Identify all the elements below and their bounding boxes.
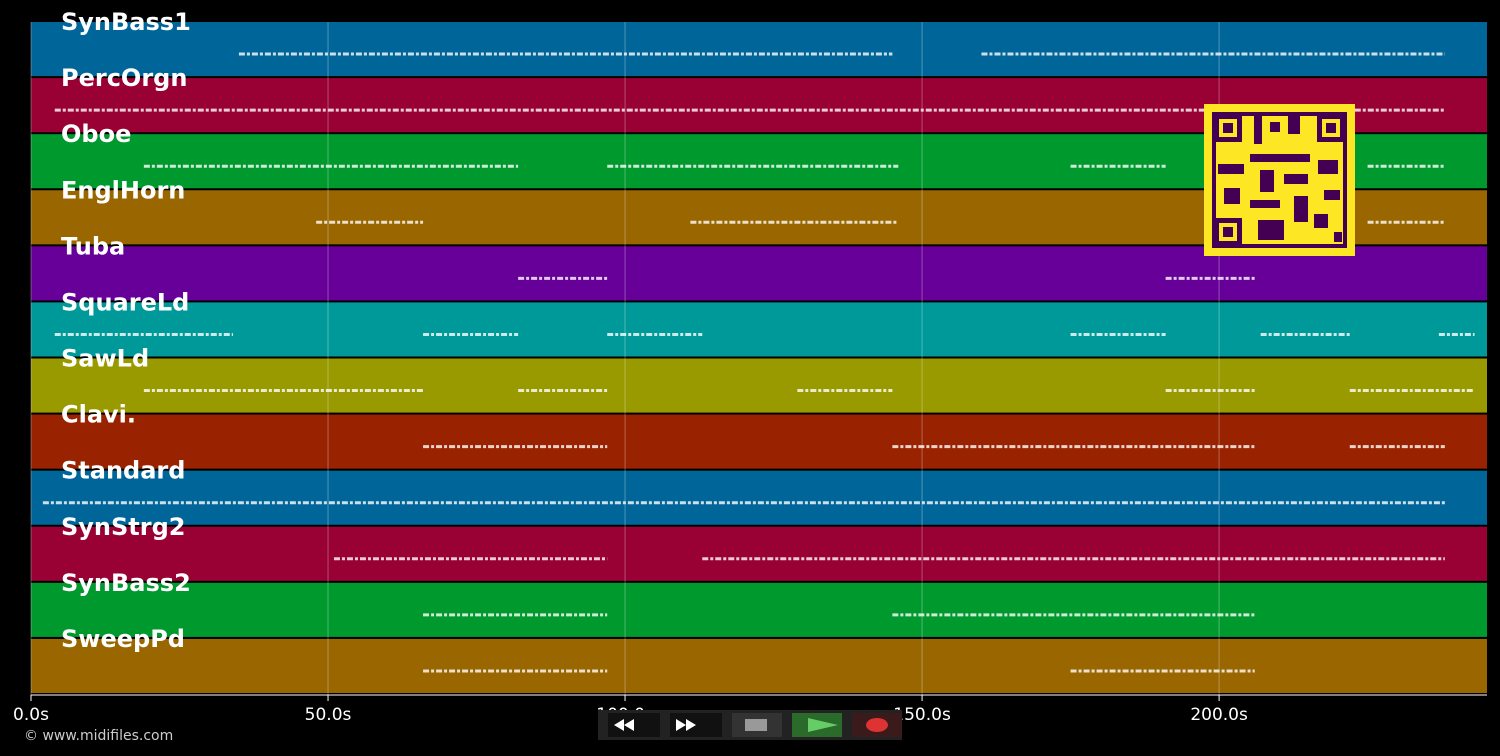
play-button[interactable]	[792, 713, 842, 737]
track-name: Clavi.	[61, 401, 136, 429]
notes	[42, 52, 1475, 673]
track-band	[31, 526, 1487, 581]
playback-controls	[598, 710, 902, 740]
copyright: © www.midifiles.com	[24, 728, 173, 744]
track-name: SynBass1	[61, 8, 191, 36]
grid	[30, 22, 1487, 701]
track-band	[31, 638, 1487, 693]
track-name: SquareLd	[61, 288, 189, 316]
track-name: Standard	[61, 457, 185, 485]
x-tick-label: 0.0s	[13, 705, 49, 725]
track-band	[31, 302, 1487, 357]
track-name: SawLd	[61, 345, 149, 373]
x-tick-label: 150.0s	[893, 705, 951, 725]
track-name: Tuba	[61, 232, 125, 260]
track-band	[31, 582, 1487, 637]
track-name: EnglHorn	[61, 176, 185, 204]
track-name: PercOrgn	[61, 64, 187, 92]
track-band	[31, 414, 1487, 469]
x-tick-label: 50.0s	[305, 705, 352, 725]
track-name: SynStrg2	[61, 513, 186, 541]
track-name: Oboe	[61, 120, 131, 148]
x-tick-label: 200.0s	[1190, 705, 1248, 725]
qr-code	[1204, 104, 1355, 256]
rewind-button[interactable]	[608, 713, 660, 737]
track-band	[31, 470, 1487, 525]
track-band	[31, 22, 1487, 77]
forward-button[interactable]	[670, 713, 722, 737]
track-name: SynBass2	[61, 569, 191, 597]
track-name: SweepPd	[61, 625, 185, 653]
record-button[interactable]	[852, 713, 902, 737]
labels: SynBass1 PercOrgn Oboe EnglHorn Tuba SquareLd…	[13, 8, 1248, 725]
track-band	[31, 358, 1487, 413]
stop-button[interactable]	[732, 713, 782, 737]
